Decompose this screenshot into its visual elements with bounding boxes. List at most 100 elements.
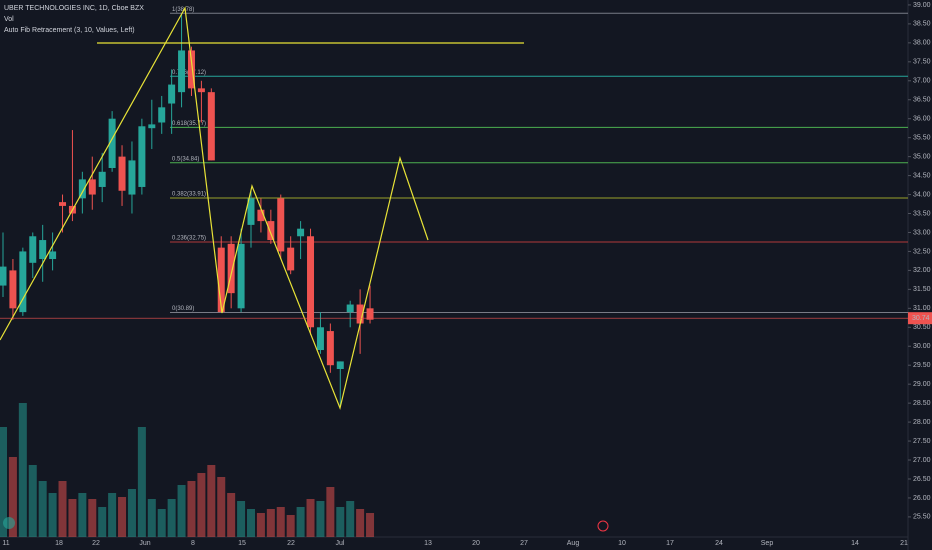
volume-bar (336, 507, 345, 537)
volume-bar (326, 487, 335, 537)
candle-body (356, 304, 364, 324)
candle-body (257, 209, 265, 222)
candle-body (138, 126, 146, 187)
candle-body (39, 240, 47, 260)
x-tick-label: Aug (567, 540, 580, 547)
volume-bar (256, 513, 265, 537)
x-tick-label: 21 (900, 540, 908, 547)
volume-bar (78, 493, 87, 537)
candle-body (326, 331, 334, 366)
y-tick-label: 38.00 (913, 40, 931, 47)
last-price-label: 30.74 (912, 315, 930, 322)
volume-bar (247, 509, 255, 537)
candle-body (187, 50, 195, 89)
candle-body (128, 160, 136, 195)
candle-body (88, 179, 96, 195)
volume-bar (276, 507, 285, 537)
x-tick-label: 15 (238, 540, 246, 547)
volume-bar (38, 481, 47, 537)
y-tick-label: 32.00 (913, 267, 931, 274)
volume-bar (306, 499, 315, 537)
candle-body (98, 171, 106, 187)
volume-bar (48, 493, 57, 537)
fib-label: 0.382(33.91) (172, 192, 206, 198)
y-tick-label: 38.50 (913, 21, 931, 28)
candle-body (366, 308, 374, 320)
candle-body (237, 243, 245, 309)
volume-bar (88, 499, 97, 537)
y-tick-label: 28.50 (913, 400, 931, 407)
drawings (0, 6, 524, 410)
volume-bar (28, 465, 37, 537)
y-tick-label: 37.50 (913, 59, 931, 66)
y-tick-label: 33.50 (913, 210, 931, 217)
x-tick-label: 13 (424, 540, 432, 547)
volume-bar (177, 485, 186, 537)
x-tick-label: Jul (336, 540, 345, 547)
x-tick-label: Jun (139, 540, 150, 547)
logo-icon[interactable] (3, 517, 15, 529)
fib-group: 1(38.78)0.786(37.12)0.618(35.77)0.5(34.8… (170, 7, 908, 313)
candle-body (59, 202, 67, 206)
candle-body (247, 198, 255, 225)
x-tick-label: 22 (287, 540, 295, 547)
volume-bar (197, 473, 206, 537)
x-tick-label: 17 (666, 540, 674, 547)
candle-body (227, 243, 235, 294)
volume-bar (137, 427, 146, 537)
volume-bar (356, 509, 365, 537)
candle-body (9, 270, 17, 309)
x-tick-label: 22 (92, 540, 100, 547)
x-tick-label: 20 (472, 540, 480, 547)
y-tick-label: 26.50 (913, 476, 931, 483)
volume-bar (187, 481, 196, 537)
volume-bar (346, 501, 355, 537)
candle-body (0, 266, 7, 286)
y-tick-label: 35.50 (913, 135, 931, 142)
candle-group (0, 13, 374, 407)
volume-bar (157, 509, 166, 537)
y-tick-label: 29.50 (913, 362, 931, 369)
candle-body (267, 221, 275, 241)
volume-bar (266, 509, 275, 537)
y-tick-label: 34.00 (913, 191, 931, 198)
y-tick-label: 34.50 (913, 172, 931, 179)
volume-bar (217, 477, 226, 537)
fib-label: 1(38.78) (172, 7, 194, 13)
volume-bar (68, 499, 77, 537)
y-tick-label: 32.50 (913, 248, 931, 255)
volume-bar (0, 427, 7, 537)
y-tick-label: 39.00 (913, 2, 931, 9)
volume-bar (227, 493, 236, 537)
y-tick-label: 31.00 (913, 305, 931, 312)
candle-body (148, 124, 156, 129)
volume-bar (237, 501, 246, 537)
y-tick-label: 36.50 (913, 97, 931, 104)
candle-body (277, 198, 285, 252)
candle-body (346, 304, 354, 313)
candle-body (307, 236, 315, 328)
x-tick-label: 11 (2, 540, 9, 547)
y-tick-label: 26.00 (913, 495, 931, 502)
candle-body (19, 251, 27, 313)
candle-body (197, 88, 205, 93)
volume-bar (207, 465, 216, 537)
volume-bar (127, 489, 136, 537)
y-tick-label: 27.00 (913, 457, 931, 464)
event-icon[interactable] (597, 520, 609, 532)
volume-bar (8, 457, 17, 537)
y-tick-label: 29.00 (913, 381, 931, 388)
x-tick-label: 18 (55, 540, 63, 547)
fib-label: 0.5(34.84) (172, 156, 199, 162)
indicator-label: Auto Fib Retracement (3, 10, Values, Lef… (4, 27, 135, 34)
candle-body (49, 251, 57, 260)
fib-label: 0(30.89) (172, 306, 194, 312)
volume-bar (147, 499, 156, 537)
candle-body (217, 247, 225, 313)
pattern-line (0, 6, 429, 410)
y-tick-label: 33.00 (913, 229, 931, 236)
candle-body (336, 361, 344, 369)
fib-label: 0.236(32.75) (172, 236, 206, 242)
